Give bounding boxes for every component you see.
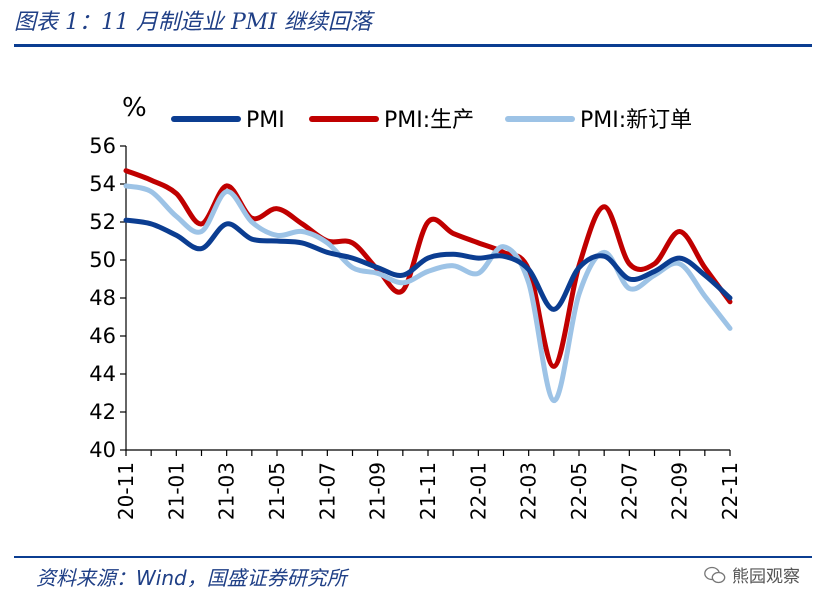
x-tick-label: 22-09	[668, 462, 692, 520]
x-tick-label: 22-11	[718, 462, 742, 520]
series-line-new-orders	[123, 183, 733, 404]
y-tick-label: 44	[89, 362, 116, 386]
x-tick-label: 21-11	[416, 462, 440, 520]
chart: % 40 42 44 46 48 50 52 54 56 20-11 21-01 21-03 21-05 2…	[89, 93, 742, 520]
x-tick-label: 22-07	[617, 462, 641, 520]
series-line-pmi	[123, 217, 733, 312]
watermark-text: 熊园观察	[732, 567, 800, 587]
footer-rule	[14, 556, 812, 558]
y-tick-label: 54	[89, 172, 116, 196]
x-tick-label: 22-03	[517, 462, 541, 520]
legend: PMI PMI:生产 PMI:新订单	[171, 108, 692, 133]
x-tick-label: 20-11	[114, 462, 138, 520]
x-tick-label: 22-05	[567, 462, 591, 520]
x-tick-label: 22-01	[466, 462, 490, 520]
x-tick-label: 21-07	[315, 462, 339, 520]
wechat-icon	[704, 566, 726, 583]
x-tick-label: 21-01	[164, 462, 188, 520]
chart-title: 图表 1：11 月制造业 PMI 继续回落	[14, 10, 372, 35]
legend-label-new-orders: PMI:新订单	[580, 108, 692, 133]
y-tick-label: 40	[89, 438, 116, 462]
series-layer	[123, 168, 733, 404]
source-note: 资料来源：Wind，国盛证券研究所	[36, 566, 347, 590]
x-tick-label: 21-03	[215, 462, 239, 520]
y-tick-label: 48	[89, 286, 116, 310]
y-axis-label: %	[122, 93, 147, 123]
legend-label-pmi: PMI	[246, 108, 285, 133]
y-tick-label: 46	[89, 324, 116, 348]
title-rule	[14, 44, 812, 47]
x-tick-label: 21-09	[366, 462, 390, 520]
watermark: 熊园观察	[704, 562, 800, 587]
legend-label-production: PMI:生产	[384, 108, 474, 133]
series-line-production	[123, 168, 733, 369]
y-tick-label: 56	[89, 134, 116, 158]
axes: % 40 42 44 46 48 50 52 54 56 20-11 21-01 21-03 21-05 2…	[89, 93, 742, 520]
x-tick-label: 21-05	[265, 462, 289, 520]
y-tick-label: 50	[89, 248, 116, 272]
y-tick-label: 42	[89, 400, 116, 424]
y-tick-label: 52	[89, 210, 116, 234]
